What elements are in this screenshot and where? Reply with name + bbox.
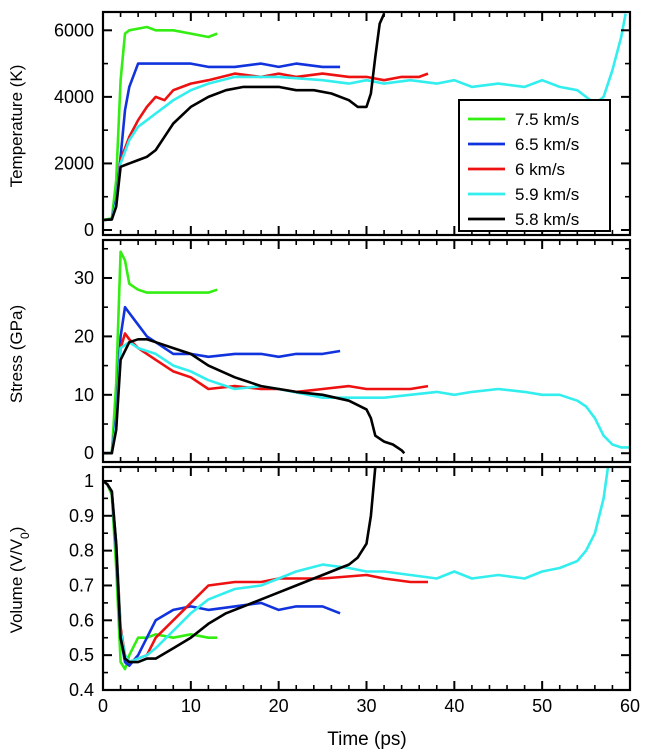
x-tick-label: 60: [620, 696, 640, 716]
volume-frame: [101, 465, 632, 692]
temperature-series-6.5-km-s: [103, 62, 341, 222]
volume-series-5.9-km-s: [103, 467, 610, 664]
legend-box: [458, 99, 611, 232]
temperature-series-group: [103, 13, 627, 222]
temperature-ytick-label: 2000: [54, 153, 94, 173]
volume-ytick-label: 0.4: [69, 680, 94, 700]
stress-series-5.8-km-s: [103, 337, 406, 455]
stress-series-group: [103, 250, 630, 455]
x-tick-label: 50: [532, 696, 552, 716]
stress-ytick-label: 10: [74, 385, 94, 405]
temperature-panel: 0 2000 4000 6000: [54, 10, 632, 240]
volume-ytick-label: 0.8: [69, 541, 94, 561]
stress-ytick-label: 20: [74, 326, 94, 346]
temperature-series-5.9-km-s: [103, 13, 627, 222]
x-tick-label: 20: [269, 696, 289, 716]
stress-series-7.5-km-s: [103, 250, 218, 455]
volume-ytick-label: 0.5: [69, 645, 94, 665]
temperature-series-5.8-km-s: [103, 13, 386, 222]
temperature-ytick-label: 6000: [54, 20, 94, 40]
temperature-ytick-label: 4000: [54, 87, 94, 107]
temperature-ytick-label: 0: [84, 220, 94, 240]
x-axis-label: Time (ps): [327, 729, 407, 750]
volume-ytick-label: 0.7: [69, 575, 94, 595]
stress-series-6-km-s: [103, 332, 429, 455]
temperature-series-6-km-s: [103, 72, 429, 222]
x-tick-label: 40: [444, 696, 464, 716]
volume-ytick-label: 1: [84, 471, 94, 491]
volume-series-group: [103, 467, 610, 671]
volume-axis-label: Volume (V/V0): [7, 527, 32, 634]
stress-axis-label: Stress (GPa): [7, 305, 26, 403]
stress-series-6.5-km-s: [103, 305, 341, 455]
x-tick-label: 30: [356, 696, 376, 716]
stress-ytick-label: 30: [74, 268, 94, 288]
volume-ytick-label: 0.6: [69, 610, 94, 630]
volume-series-5.8-km-s: [103, 467, 377, 664]
legend-label: 6 km/s: [515, 160, 565, 179]
legend-label: 6.5 km/s: [515, 135, 579, 154]
temperature-axis-label: Temperature (K): [7, 65, 26, 188]
volume-panel: 0.40.50.60.70.80.910 10 20 30 40 50 60: [69, 465, 640, 716]
x-tick-label: 10: [181, 696, 201, 716]
temperature-series-7.5-km-s: [103, 25, 218, 222]
volume-ytick-label: 0.9: [69, 506, 94, 526]
legend-label: 7.5 km/s: [515, 110, 579, 129]
stress-series-5.9-km-s: [103, 340, 630, 455]
x-tick-label: 0: [98, 696, 108, 716]
legend-label: 5.8 km/s: [515, 210, 579, 229]
legend-label: 5.9 km/s: [515, 185, 579, 204]
stress-panel: 0 10 20 30: [74, 238, 632, 463]
legend: 7.5 km/s 6.5 km/s 6 km/s 5.9 km/s 5.8 km/s: [458, 99, 611, 232]
stress-ytick-label: 0: [84, 443, 94, 463]
